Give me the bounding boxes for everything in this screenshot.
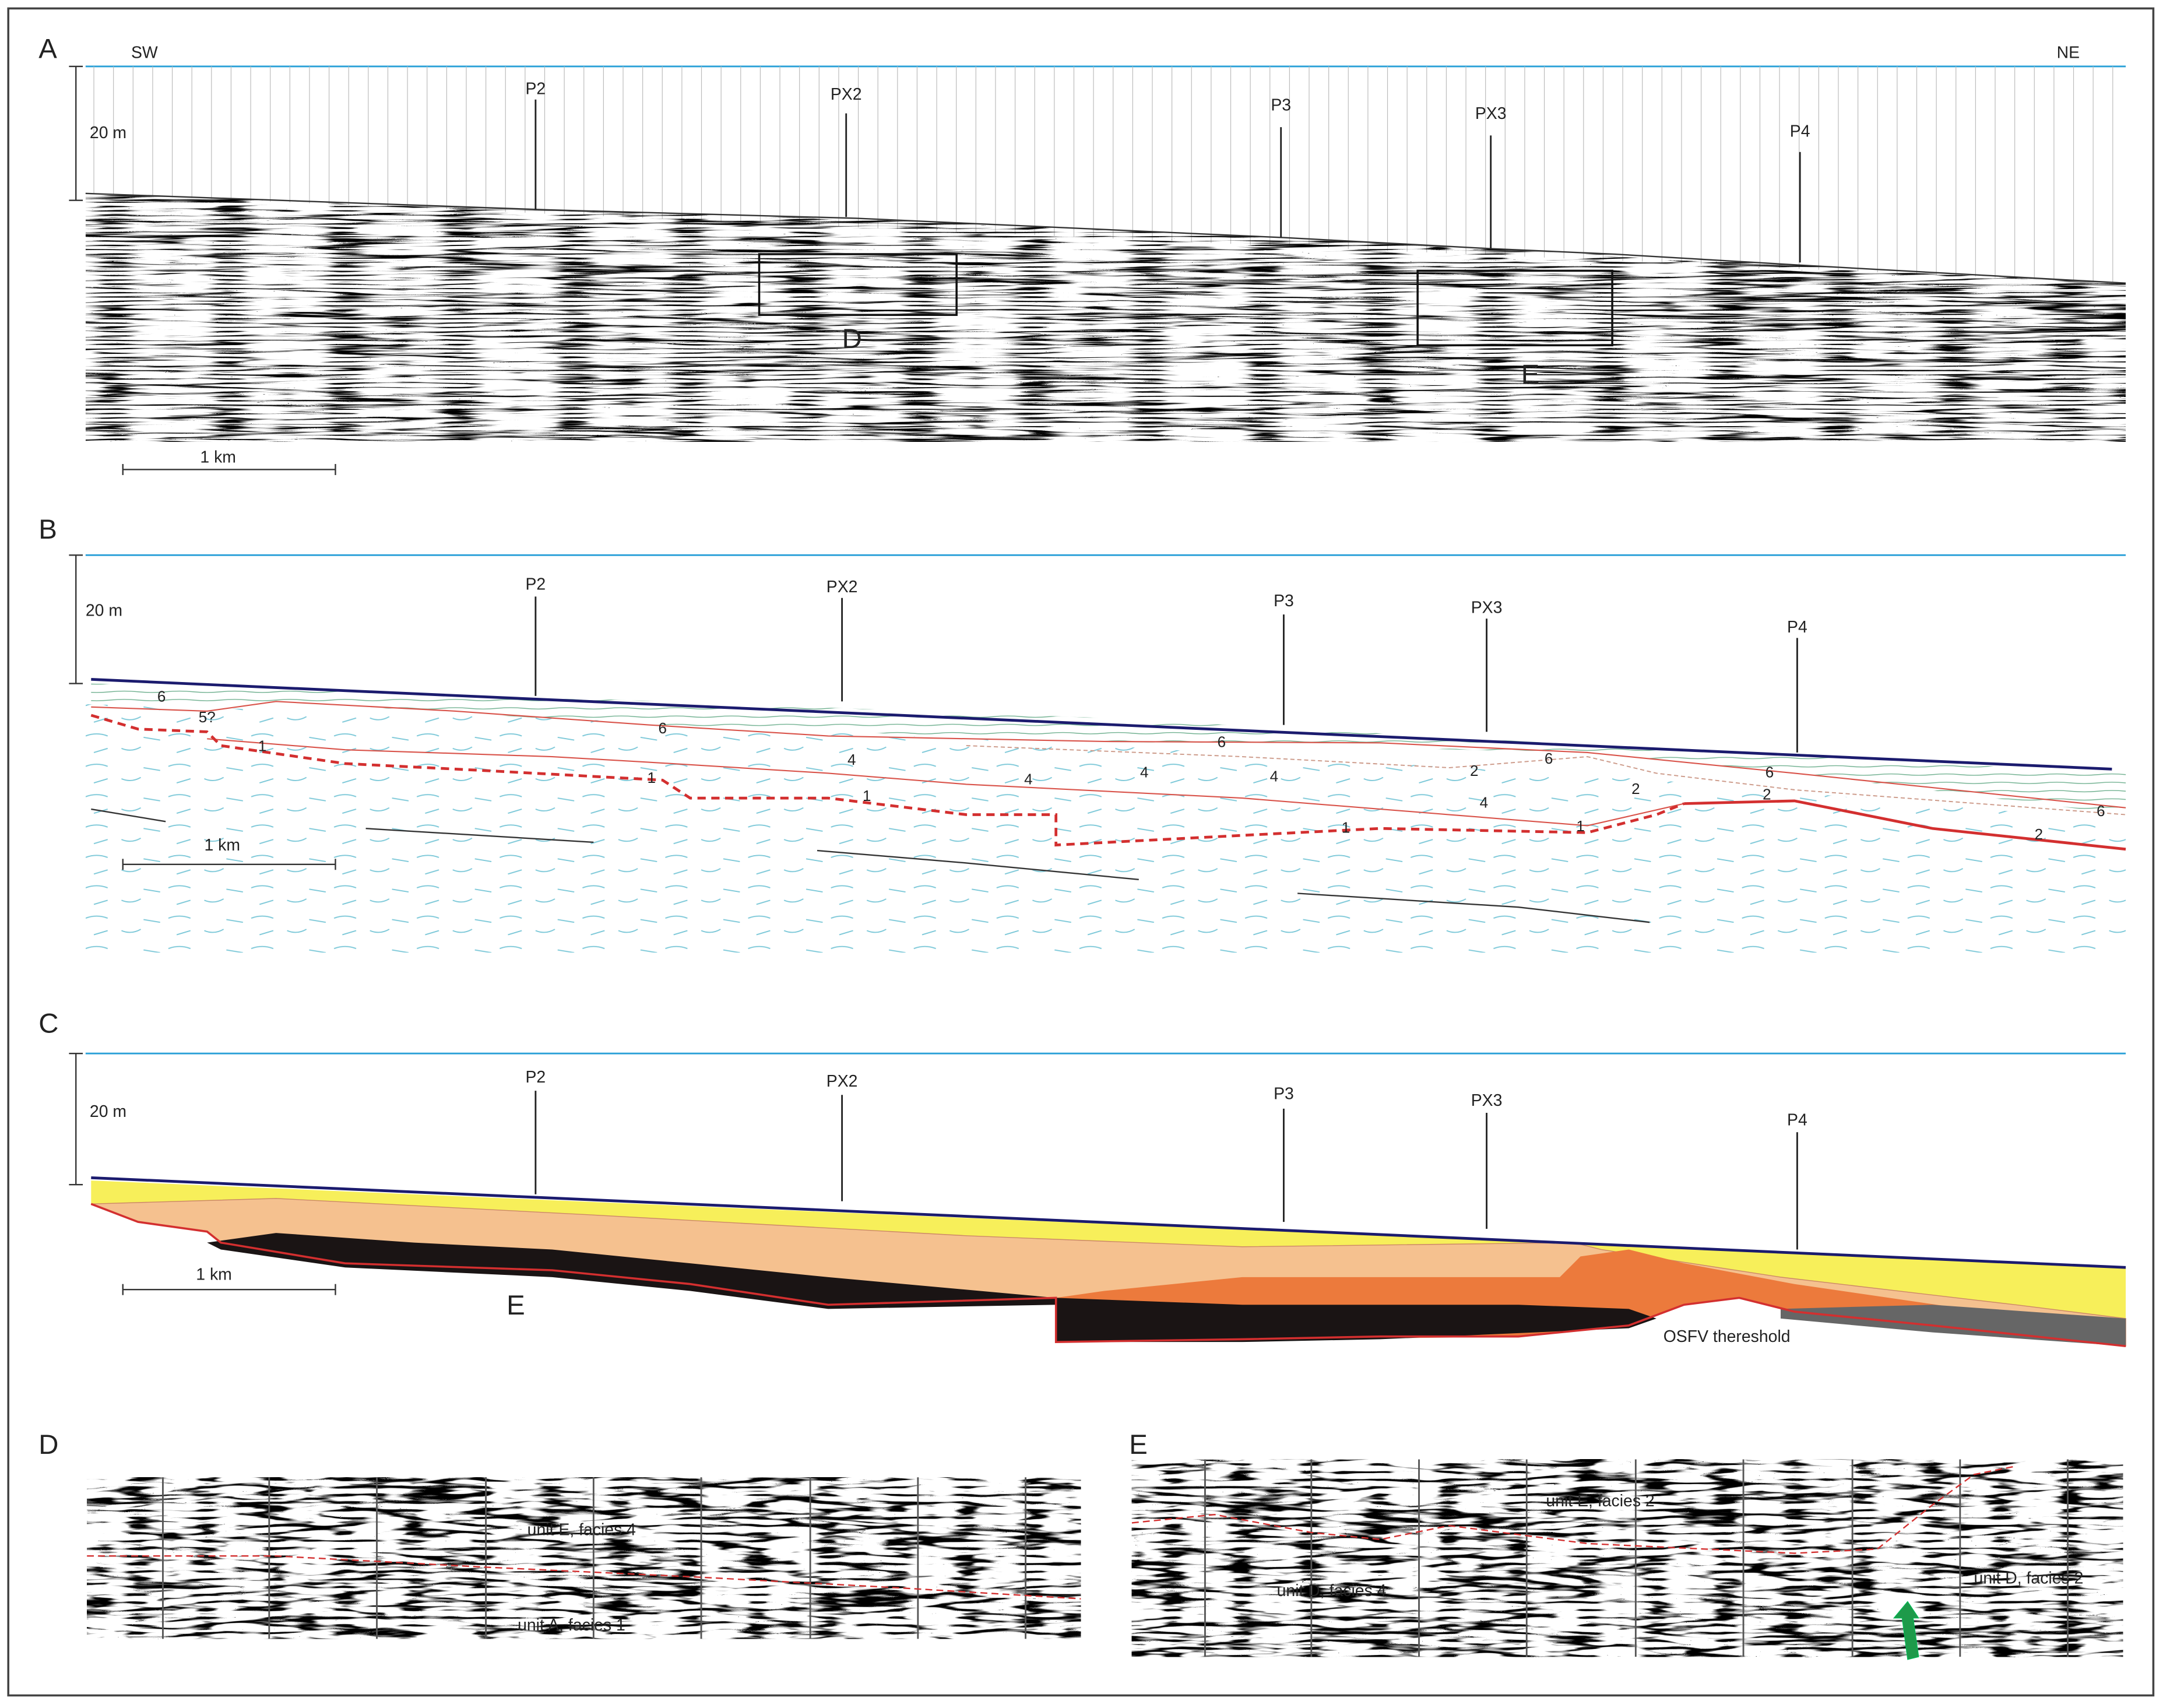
well-label: P4 xyxy=(1787,1110,1807,1129)
annotation: OSFV thereshold xyxy=(1663,1327,1791,1346)
unit-label: 2 xyxy=(1763,785,1771,803)
panel-e: E unit E, facies 2 unit D, facies 4 unit… xyxy=(1129,1429,2123,1660)
multiple xyxy=(91,808,166,823)
panel-a: A SW NE D E 20 m 1 km P2 PX2 P3 PX3 P4 xyxy=(38,34,2126,475)
well-label: PX2 xyxy=(831,85,862,104)
scale-label: 20 m xyxy=(90,1102,126,1121)
direction: SW xyxy=(131,44,158,62)
unit-label: 4 xyxy=(1140,764,1149,781)
traces xyxy=(1204,1459,2069,1657)
traces xyxy=(93,66,2113,283)
unit-label: 6 xyxy=(2097,802,2105,820)
arrow xyxy=(1893,1601,1919,1660)
box xyxy=(758,253,958,316)
seismic xyxy=(87,1477,1081,1639)
unit-label: 1 xyxy=(863,787,871,804)
panel-label: A xyxy=(38,34,57,65)
reflectors xyxy=(91,683,2126,815)
panel-d: D unit E, facies 4 unit A, facies 1 xyxy=(38,1429,1081,1639)
well-label: P2 xyxy=(525,1068,546,1087)
seafloor xyxy=(85,192,2126,284)
well-label: P4 xyxy=(1790,122,1810,141)
multiple xyxy=(817,849,1139,880)
box-label: E xyxy=(1521,360,1540,391)
unit-label: 6 xyxy=(1218,733,1226,750)
box xyxy=(1416,269,1613,347)
annotation: unit D, facies 4 xyxy=(1277,1582,1387,1600)
annotation: unit E, facies 2 xyxy=(1546,1492,1654,1510)
seismic xyxy=(1131,1459,2123,1657)
panel-label: B xyxy=(38,514,57,545)
multiple xyxy=(365,828,594,844)
horizon xyxy=(966,745,2126,816)
well-label: PX2 xyxy=(826,1072,858,1091)
unit-label: 6 xyxy=(1545,750,1553,767)
unit-label: 2 xyxy=(1470,762,1479,779)
annotation: unit D, facies 2 xyxy=(1974,1569,2084,1588)
direction: NE xyxy=(2057,44,2080,62)
unit-label: 6 xyxy=(658,719,666,737)
unit-label: 1 xyxy=(648,769,656,786)
panel-label: C xyxy=(38,1008,58,1039)
unit-label: 1 xyxy=(1342,818,1350,836)
scale-label: 1 km xyxy=(196,1266,232,1284)
panel-label: D xyxy=(38,1429,58,1460)
scale-label: 1 km xyxy=(200,448,236,467)
scale-label: 20 m xyxy=(90,124,126,142)
unit-label: 4 xyxy=(1024,770,1033,788)
well-label: P3 xyxy=(1274,1084,1294,1103)
well-label: P4 xyxy=(1787,618,1807,637)
horizon xyxy=(91,701,2126,809)
unit-label: 4 xyxy=(1270,768,1279,785)
well-label: P2 xyxy=(525,575,546,593)
frame xyxy=(7,7,2155,1697)
panel-c: C E OSFV thereshold 20 m 1 km P2 PX2 P3 PX3 P4 xyxy=(38,1008,2126,1348)
unit-label: 5? xyxy=(199,708,216,726)
unit-label: 2 xyxy=(1631,780,1640,797)
seafloor xyxy=(91,1176,2126,1269)
basement xyxy=(90,1203,2126,1348)
seismic xyxy=(85,193,2126,442)
well-label: P3 xyxy=(1274,592,1294,610)
panel-label: E xyxy=(1129,1429,1148,1460)
box-label: D xyxy=(842,324,862,354)
well-label: PX2 xyxy=(826,578,858,596)
basement xyxy=(1684,799,2126,851)
unit-label: 2 xyxy=(2035,825,2044,843)
multiple xyxy=(1297,892,1650,923)
annotation: unit A, facies 1 xyxy=(518,1616,625,1635)
annotation: unit E, facies 4 xyxy=(527,1521,636,1540)
annotation: E xyxy=(507,1290,525,1321)
basement xyxy=(90,714,1685,847)
horizon xyxy=(1131,1465,2016,1554)
well-label: PX3 xyxy=(1471,1091,1503,1110)
traces xyxy=(162,1477,1027,1639)
unit-label: 6 xyxy=(1765,764,1774,781)
unit-label: 4 xyxy=(847,751,856,768)
unit-fill xyxy=(207,1233,1656,1342)
unit-label: 1 xyxy=(1576,817,1585,835)
horizon xyxy=(87,1555,1081,1600)
scale-label: 20 m xyxy=(86,601,122,620)
unit-label: 6 xyxy=(157,687,166,705)
well-label: PX3 xyxy=(1475,104,1507,123)
unit-label: 4 xyxy=(1480,794,1489,811)
horizon xyxy=(207,738,1684,827)
seafloor xyxy=(91,678,2112,771)
scale-label: 1 km xyxy=(204,836,240,855)
well-label: P3 xyxy=(1271,96,1291,115)
unit-label: 1 xyxy=(258,737,267,755)
well-label: PX3 xyxy=(1471,599,1503,617)
unit-fill xyxy=(1781,1305,2126,1347)
well-label: P2 xyxy=(525,79,546,98)
